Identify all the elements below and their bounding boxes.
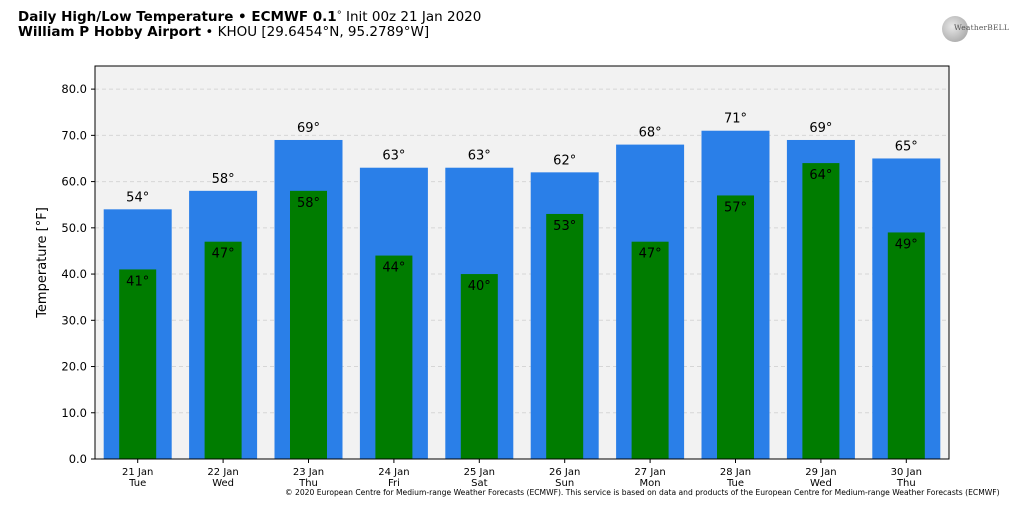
copyright-notice: © 2020 European Centre for Medium-range … bbox=[285, 488, 1000, 497]
logo-globe-icon bbox=[942, 16, 968, 42]
high-label: 54° bbox=[126, 190, 149, 205]
x-tick-day: Thu bbox=[298, 478, 318, 489]
low-bar bbox=[460, 274, 498, 459]
y-tick-label: 30.0 bbox=[61, 313, 87, 327]
low-bar bbox=[375, 255, 413, 459]
low-bar bbox=[631, 241, 669, 459]
low-bar bbox=[546, 213, 584, 459]
high-label: 65° bbox=[895, 139, 918, 154]
low-label: 44° bbox=[382, 261, 405, 276]
title-line-2: William P Hobby Airport • KHOU [29.6454°… bbox=[18, 25, 481, 40]
y-tick-label: 10.0 bbox=[61, 406, 87, 420]
high-label: 63° bbox=[468, 149, 491, 164]
low-bar bbox=[290, 190, 327, 459]
title-init: Init 00z 21 Jan 2020 bbox=[341, 9, 482, 25]
x-tick-date: 21 Jan bbox=[122, 467, 153, 478]
low-label: 49° bbox=[895, 237, 918, 252]
y-tick-label: 0.0 bbox=[69, 452, 87, 466]
low-bar bbox=[887, 232, 925, 459]
x-tick-date: 28 Jan bbox=[720, 467, 751, 478]
high-label: 58° bbox=[212, 172, 235, 187]
high-label: 69° bbox=[297, 121, 320, 136]
y-tick-label: 50.0 bbox=[61, 221, 87, 235]
x-tick-date: 29 Jan bbox=[805, 467, 836, 478]
x-tick-date: 24 Jan bbox=[378, 467, 409, 478]
y-tick-label: 80.0 bbox=[61, 82, 87, 96]
x-tick-day: Fri bbox=[388, 478, 400, 489]
high-label: 68° bbox=[639, 126, 662, 141]
low-bar bbox=[204, 241, 242, 459]
y-tick-label: 20.0 bbox=[61, 360, 87, 374]
title-main: Daily High/Low Temperature • ECMWF 0.1 bbox=[18, 9, 337, 25]
low-bar bbox=[119, 269, 157, 459]
x-tick-date: 25 Jan bbox=[464, 467, 495, 478]
x-tick-day: Tue bbox=[726, 478, 744, 489]
station-coords: • KHOU [29.6454°N, 95.2789°W] bbox=[201, 24, 430, 40]
low-label: 53° bbox=[553, 219, 576, 234]
x-tick-day: Thu bbox=[896, 478, 916, 489]
low-label: 47° bbox=[639, 247, 662, 262]
low-label: 57° bbox=[724, 200, 747, 215]
weatherbell-logo: WeatherBELL bbox=[940, 14, 1009, 44]
low-label: 41° bbox=[126, 274, 149, 289]
logo-text: WeatherBELL bbox=[954, 23, 1010, 32]
x-tick-date: 26 Jan bbox=[549, 467, 580, 478]
x-tick-day: Mon bbox=[640, 478, 661, 489]
y-axis-label: Temperature [°F] bbox=[35, 207, 50, 319]
x-tick-date: 23 Jan bbox=[293, 467, 324, 478]
x-tick-date: 22 Jan bbox=[207, 467, 238, 478]
low-bar bbox=[802, 163, 840, 459]
plot-frame bbox=[94, 65, 950, 460]
low-bar bbox=[717, 195, 754, 460]
y-tick-label: 40.0 bbox=[61, 267, 87, 281]
high-label: 71° bbox=[724, 112, 747, 127]
title-degree: ° bbox=[336, 10, 342, 21]
low-label: 58° bbox=[297, 196, 320, 211]
low-label: 47° bbox=[212, 247, 235, 262]
x-tick-day: Sun bbox=[555, 478, 574, 489]
title-line-1: Daily High/Low Temperature • ECMWF 0.1° … bbox=[18, 8, 481, 25]
high-label: 69° bbox=[809, 121, 832, 136]
x-tick-day: Wed bbox=[810, 478, 832, 489]
station-name: William P Hobby Airport bbox=[18, 24, 202, 40]
x-tick-day: Wed bbox=[212, 478, 234, 489]
high-label: 62° bbox=[553, 153, 576, 168]
x-tick-day: Tue bbox=[128, 478, 146, 489]
y-tick-label: 60.0 bbox=[61, 175, 87, 189]
x-tick-day: Sat bbox=[471, 478, 487, 489]
high-label: 63° bbox=[382, 149, 405, 164]
low-label: 64° bbox=[809, 168, 832, 183]
x-tick-date: 27 Jan bbox=[634, 467, 665, 478]
y-tick-label: 70.0 bbox=[61, 128, 87, 142]
x-tick-date: 30 Jan bbox=[891, 467, 922, 478]
low-label: 40° bbox=[468, 279, 491, 294]
chart-title-block: Daily High/Low Temperature • ECMWF 0.1° … bbox=[18, 8, 481, 40]
